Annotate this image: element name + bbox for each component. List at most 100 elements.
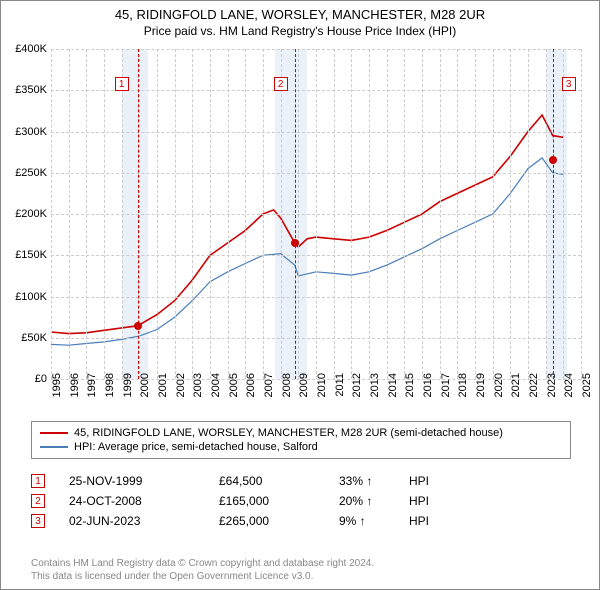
grid-line-v [475, 49, 476, 379]
sales-table: 125-NOV-1999£64,50033% ↑HPI224-OCT-2008£… [31, 471, 571, 531]
x-tick-label: 2011 [334, 373, 346, 397]
grid-line-v [228, 49, 229, 379]
legend-box: 45, RIDINGFOLD LANE, WORSLEY, MANCHESTER… [31, 421, 571, 459]
grid-line-v [387, 49, 388, 379]
grid-line-v [263, 49, 264, 379]
x-tick-label: 2001 [157, 373, 169, 397]
y-tick-label: £0 [3, 373, 47, 385]
grid-line-v [351, 49, 352, 379]
grid-line-v [192, 49, 193, 379]
x-tick-label: 2008 [281, 373, 293, 397]
grid-line-v [210, 49, 211, 379]
x-tick-label: 2002 [175, 373, 187, 397]
grid-line-v [546, 49, 547, 379]
y-tick-label: £50K [3, 332, 47, 344]
x-tick-label: 2016 [422, 373, 434, 397]
legend-label: HPI: Average price, semi-detached house,… [74, 441, 318, 453]
grid-line-v [122, 49, 123, 379]
x-tick-label: 2017 [440, 373, 452, 397]
sale-row: 125-NOV-1999£64,50033% ↑HPI [31, 471, 571, 491]
sale-date: 02-JUN-2023 [69, 514, 219, 528]
grid-line-v [581, 49, 582, 379]
x-tick-label: 2014 [387, 373, 399, 397]
sale-price: £165,000 [219, 494, 339, 508]
sale-pct: 9% ↑ [339, 514, 409, 528]
footer-line-2: This data is licensed under the Open Gov… [31, 570, 374, 583]
sale-pct: 33% ↑ [339, 474, 409, 488]
sale-marker-box: 2 [274, 77, 288, 91]
y-tick-label: £100K [3, 291, 47, 303]
grid-line-v [139, 49, 140, 379]
x-tick-label: 2005 [228, 373, 240, 397]
series-line-hpi [51, 158, 563, 345]
x-tick-label: 2024 [563, 373, 575, 397]
sale-hpi-label: HPI [409, 474, 571, 488]
footer-attribution: Contains HM Land Registry data © Crown c… [31, 557, 374, 583]
grid-line-v [440, 49, 441, 379]
chart-plot-area: £0£50K£100K£150K£200K£250K£300K£350K£400… [51, 49, 581, 379]
sale-marker-box: 3 [562, 77, 576, 91]
y-tick-label: £150K [3, 249, 47, 261]
grid-line-v [334, 49, 335, 379]
y-tick-label: £300K [3, 126, 47, 138]
sale-row-marker: 1 [31, 474, 45, 488]
x-tick-label: 2009 [298, 373, 310, 397]
grid-line-v [457, 49, 458, 379]
y-tick-label: £400K [3, 43, 47, 55]
sale-price: £265,000 [219, 514, 339, 528]
x-tick-label: 2020 [493, 373, 505, 397]
sale-date: 25-NOV-1999 [69, 474, 219, 488]
sale-hpi-label: HPI [409, 494, 571, 508]
x-tick-label: 2010 [316, 373, 328, 397]
sale-marker-box: 1 [115, 77, 129, 91]
grid-line-v [369, 49, 370, 379]
x-tick-label: 1995 [51, 373, 63, 397]
sale-row: 302-JUN-2023£265,0009% ↑HPI [31, 511, 571, 531]
x-tick-label: 1997 [86, 373, 98, 397]
grid-line-v [69, 49, 70, 379]
x-tick-label: 1996 [69, 373, 81, 397]
grid-line-v [157, 49, 158, 379]
grid-line-v [298, 49, 299, 379]
sale-row: 2 24-OCT-2008£165,00020% ↑HPI [31, 491, 571, 511]
legend-item: 45, RIDINGFOLD LANE, WORSLEY, MANCHESTER… [40, 426, 562, 440]
grid-line-v [563, 49, 564, 379]
x-tick-label: 2004 [210, 373, 222, 397]
x-tick-label: 2015 [404, 373, 416, 397]
y-tick-label: £350K [3, 84, 47, 96]
sale-point-dot [291, 239, 299, 247]
sale-row-marker: 2 [31, 494, 45, 508]
grid-line-v [104, 49, 105, 379]
grid-line-v [528, 49, 529, 379]
sale-date: 24-OCT-2008 [69, 494, 219, 508]
sale-point-dot [549, 156, 557, 164]
sale-vline [553, 49, 554, 379]
x-tick-label: 2022 [528, 373, 540, 397]
x-tick-label: 2006 [245, 373, 257, 397]
legend-label: 45, RIDINGFOLD LANE, WORSLEY, MANCHESTER… [74, 427, 503, 439]
x-tick-label: 1998 [104, 373, 116, 397]
x-tick-label: 2018 [457, 373, 469, 397]
grid-line-v [404, 49, 405, 379]
x-tick-label: 2019 [475, 373, 487, 397]
x-tick-label: 2003 [192, 373, 204, 397]
grid-line-v [493, 49, 494, 379]
grid-line-v [510, 49, 511, 379]
chart-title: 45, RIDINGFOLD LANE, WORSLEY, MANCHESTER… [1, 7, 599, 22]
x-tick-label: 2025 [581, 373, 593, 397]
x-tick-label: 2021 [510, 373, 522, 397]
sale-hpi-label: HPI [409, 514, 571, 528]
grid-line-v [86, 49, 87, 379]
sale-point-dot [134, 322, 142, 330]
chart-subtitle: Price paid vs. HM Land Registry's House … [1, 24, 599, 38]
footer-line-1: Contains HM Land Registry data © Crown c… [31, 557, 374, 570]
grid-line-v [51, 49, 52, 379]
series-line-property [51, 115, 563, 334]
chart-container: 45, RIDINGFOLD LANE, WORSLEY, MANCHESTER… [0, 0, 600, 590]
sale-vline [295, 49, 296, 379]
grid-line-v [281, 49, 282, 379]
x-tick-label: 2000 [139, 373, 151, 397]
legend-swatch [40, 446, 68, 448]
sale-pct: 20% ↑ [339, 494, 409, 508]
y-tick-label: £200K [3, 208, 47, 220]
